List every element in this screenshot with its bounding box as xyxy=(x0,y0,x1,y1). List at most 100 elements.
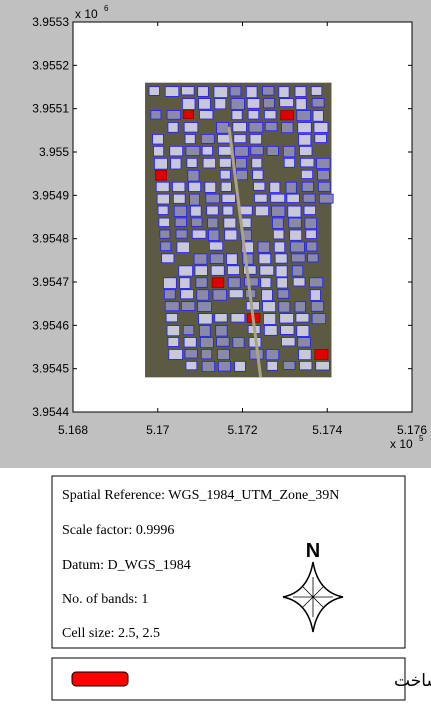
building xyxy=(200,349,213,360)
building xyxy=(209,241,224,251)
building xyxy=(318,181,331,192)
building xyxy=(250,145,264,156)
building xyxy=(165,313,178,323)
building xyxy=(174,217,187,227)
building xyxy=(229,86,242,97)
y-tick-label: 3.9544 xyxy=(32,405,69,419)
building xyxy=(281,122,294,134)
building xyxy=(209,253,225,264)
building xyxy=(199,110,214,120)
building xyxy=(241,241,254,254)
building xyxy=(233,134,247,144)
building xyxy=(204,181,217,193)
building xyxy=(258,253,272,265)
y-tick-label: 3.9545 xyxy=(32,362,69,376)
building xyxy=(167,337,180,347)
info-line: Scale factor: 0.9996 xyxy=(62,523,174,538)
building xyxy=(186,157,198,168)
building xyxy=(150,110,162,120)
building xyxy=(269,181,281,193)
building xyxy=(282,145,296,158)
building xyxy=(298,349,312,361)
building xyxy=(201,360,216,373)
building xyxy=(160,241,172,252)
building xyxy=(278,86,290,98)
building xyxy=(299,145,313,156)
building xyxy=(148,86,160,96)
building xyxy=(210,265,225,276)
x-tick-label: 5.176 xyxy=(397,423,427,437)
building xyxy=(288,217,302,229)
building xyxy=(318,193,334,204)
building xyxy=(189,193,200,206)
building xyxy=(263,325,278,336)
building xyxy=(316,157,331,169)
building xyxy=(199,325,211,337)
building xyxy=(154,157,168,170)
building xyxy=(289,229,303,241)
building xyxy=(159,229,171,239)
y-tick-label: 3.9551 xyxy=(32,102,69,116)
building xyxy=(232,122,247,133)
building xyxy=(309,289,321,301)
building xyxy=(290,241,305,253)
building xyxy=(164,301,180,312)
building xyxy=(257,241,271,253)
building xyxy=(179,277,191,289)
building xyxy=(157,205,169,215)
building xyxy=(221,193,236,203)
building xyxy=(223,217,237,229)
y-tick-label: 3.9548 xyxy=(32,232,69,246)
x-multiplier: x 10 xyxy=(390,437,413,451)
building xyxy=(155,181,170,193)
building xyxy=(281,337,296,347)
building xyxy=(310,86,323,96)
building xyxy=(240,229,252,241)
building xyxy=(228,289,244,299)
building xyxy=(291,265,304,277)
building xyxy=(279,98,294,108)
building xyxy=(163,289,176,300)
building xyxy=(283,157,295,168)
building xyxy=(172,181,186,192)
building xyxy=(190,217,203,227)
building xyxy=(248,122,264,133)
building xyxy=(274,253,288,264)
compass-lines xyxy=(293,577,333,617)
building xyxy=(236,169,248,181)
building xyxy=(219,169,231,180)
building xyxy=(166,325,181,337)
building xyxy=(227,265,241,275)
x-tick-label: 5.172 xyxy=(227,423,257,437)
building xyxy=(168,349,183,360)
building xyxy=(309,277,324,288)
building xyxy=(297,122,312,134)
building xyxy=(200,134,215,144)
building xyxy=(180,289,194,300)
building xyxy=(271,205,286,217)
building xyxy=(197,301,212,312)
building xyxy=(263,313,277,325)
building xyxy=(264,122,278,132)
building xyxy=(218,157,232,168)
y-tick-label: 3.9553 xyxy=(32,15,69,29)
building xyxy=(224,229,238,241)
building xyxy=(295,98,307,110)
road xyxy=(227,126,263,378)
y-tick-label: 3.9549 xyxy=(32,188,69,202)
building xyxy=(300,157,315,168)
building xyxy=(198,98,211,110)
building xyxy=(226,253,238,265)
image-layer xyxy=(145,82,334,378)
building xyxy=(314,349,329,361)
building xyxy=(272,229,285,240)
building xyxy=(206,205,219,216)
building xyxy=(311,313,327,325)
building xyxy=(294,301,306,313)
building xyxy=(254,193,268,203)
building xyxy=(198,313,213,325)
building xyxy=(212,289,227,301)
building xyxy=(252,169,264,180)
building xyxy=(176,241,190,253)
